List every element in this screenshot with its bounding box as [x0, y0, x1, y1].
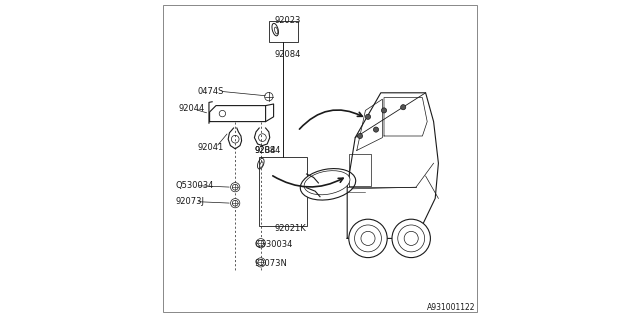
- Ellipse shape: [300, 169, 356, 200]
- Ellipse shape: [275, 27, 278, 34]
- Circle shape: [398, 225, 425, 252]
- Circle shape: [361, 231, 375, 245]
- Text: 92073J: 92073J: [176, 197, 205, 206]
- Circle shape: [401, 105, 406, 110]
- Text: Q530034: Q530034: [176, 181, 214, 190]
- Circle shape: [365, 114, 371, 119]
- Circle shape: [256, 239, 266, 248]
- Circle shape: [258, 240, 264, 246]
- Ellipse shape: [260, 162, 263, 167]
- Text: 92084: 92084: [254, 146, 281, 155]
- Circle shape: [230, 183, 240, 192]
- Circle shape: [232, 200, 238, 206]
- Circle shape: [392, 219, 431, 258]
- Circle shape: [355, 225, 381, 252]
- Circle shape: [374, 127, 379, 132]
- Text: A931001122: A931001122: [427, 303, 475, 312]
- Circle shape: [357, 133, 362, 139]
- Text: 92073N: 92073N: [254, 260, 287, 268]
- Text: 92044: 92044: [179, 104, 205, 113]
- Ellipse shape: [304, 171, 350, 195]
- Circle shape: [232, 184, 238, 190]
- Circle shape: [230, 199, 240, 208]
- Bar: [269, 21, 298, 42]
- Circle shape: [349, 219, 387, 258]
- Bar: [259, 157, 307, 226]
- Circle shape: [265, 92, 273, 101]
- Text: Q530034: Q530034: [254, 240, 292, 249]
- Text: 92084: 92084: [275, 50, 301, 59]
- Text: 92041: 92041: [198, 143, 224, 152]
- Text: 92023: 92023: [275, 16, 301, 25]
- Text: 92021K: 92021K: [275, 224, 307, 233]
- Circle shape: [256, 258, 266, 267]
- Text: 0474S: 0474S: [198, 87, 224, 96]
- Circle shape: [381, 108, 387, 113]
- Text: 92B4: 92B4: [254, 146, 276, 155]
- Circle shape: [404, 231, 419, 245]
- Circle shape: [258, 260, 264, 265]
